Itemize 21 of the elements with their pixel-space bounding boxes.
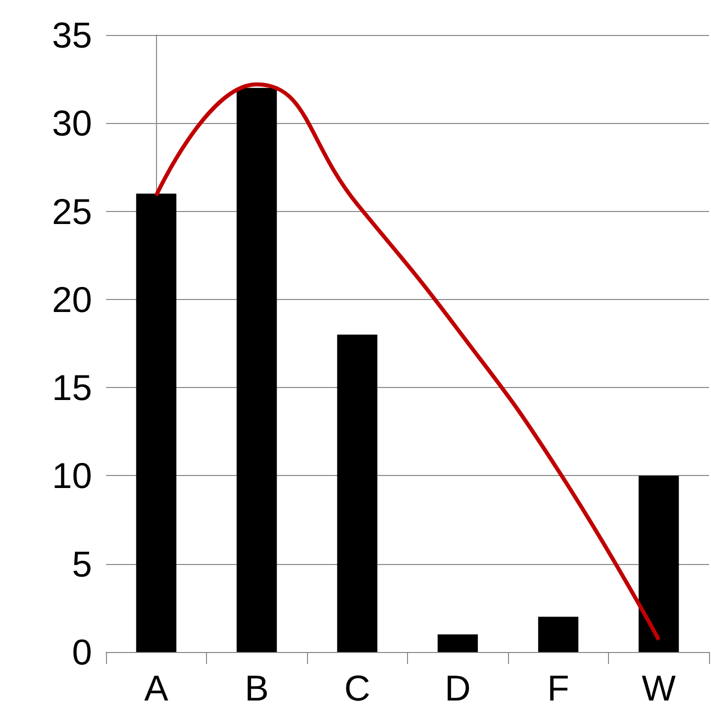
bar xyxy=(438,634,478,652)
y-tick-label: 0 xyxy=(72,632,92,672)
y-tick-label: 10 xyxy=(52,455,92,496)
x-tick-label: W xyxy=(642,668,676,708)
bar xyxy=(638,476,679,652)
line-series xyxy=(154,82,661,642)
x-tick-label: C xyxy=(344,668,370,708)
bar xyxy=(337,334,378,652)
x-tick-label: A xyxy=(144,668,168,708)
y-tick-label: 20 xyxy=(52,278,92,320)
bar xyxy=(538,616,578,652)
bar xyxy=(136,194,176,652)
y-tick-label: 30 xyxy=(52,102,92,144)
y-tick-label: 5 xyxy=(72,543,92,584)
x-tick-label: D xyxy=(444,668,471,708)
y-tick-label: 15 xyxy=(52,367,92,408)
x-tick-label: B xyxy=(244,668,269,708)
y-tick-label: 35 xyxy=(52,14,92,56)
bar xyxy=(236,88,277,652)
y-tick-label: 25 xyxy=(52,190,92,232)
x-tick-label: F xyxy=(547,668,570,708)
